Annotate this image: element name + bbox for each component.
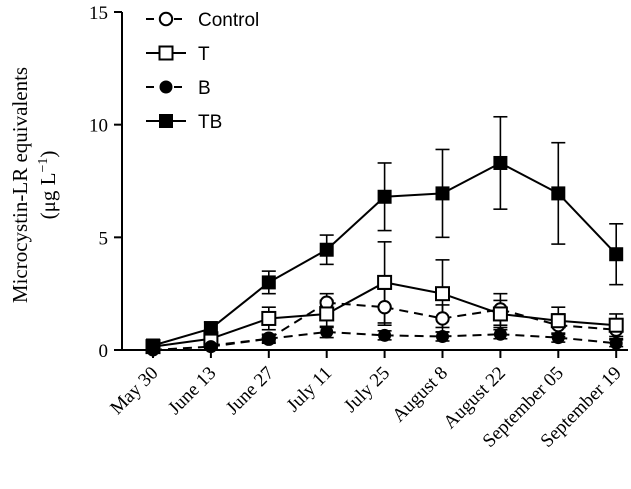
x-tick-label: May 30 — [106, 363, 162, 419]
series-line-t — [152, 337, 212, 348]
series-line-t — [326, 281, 386, 315]
data-point-b — [320, 325, 334, 339]
x-tick-label: June 27 — [222, 363, 278, 419]
series-line-tb — [152, 327, 212, 347]
legend: Control TB TB — [146, 10, 259, 133]
legend-marker-tb — [159, 114, 173, 128]
x-tick-label: July 25 — [340, 363, 394, 417]
data-point-b — [609, 336, 623, 350]
x-tick-label: June 13 — [164, 363, 220, 419]
legend-marker-t — [158, 45, 174, 61]
plot-area: 0 5 10 15 May 30 June 13 June 27 July 11 July 25… — [89, 3, 628, 452]
y-tick-label: 5 — [99, 228, 109, 249]
data-point-b — [204, 340, 218, 354]
series-line-tb — [326, 196, 386, 251]
data-point-b — [436, 329, 449, 343]
data-point-tb — [609, 247, 624, 262]
legend-marker-control — [158, 11, 174, 27]
data-point-tb — [493, 155, 508, 170]
legend-label-tb: TB — [198, 112, 222, 133]
data-point-b — [551, 331, 565, 345]
x-tick-label: July 11 — [283, 363, 337, 417]
series-line-t — [268, 312, 327, 320]
data-point-tb — [319, 242, 334, 257]
series-line-tb — [557, 192, 617, 255]
y-tick-label: 10 — [89, 116, 108, 137]
series-line-control — [268, 301, 328, 340]
series-line-control — [326, 301, 385, 309]
series-line-b — [384, 334, 443, 338]
data-point-control — [435, 311, 450, 326]
series-line-b — [500, 333, 559, 339]
data-point-b — [493, 327, 507, 341]
y-axis-label-line1: Microcystin-LR equivalents — [8, 67, 32, 303]
series-line-b — [558, 336, 617, 345]
data-point-b — [378, 328, 392, 342]
legend-label-t: T — [198, 44, 210, 65]
series-line-tb — [210, 281, 270, 330]
legend-label-control: Control — [198, 10, 259, 31]
data-point-t — [492, 306, 508, 322]
data-point-t — [435, 286, 450, 302]
y-axis-label-line2: (μg L−1) — [36, 151, 60, 220]
data-point-t — [550, 313, 566, 329]
series-line-t — [558, 319, 617, 327]
series-line-tb — [442, 162, 501, 195]
legend-label-b: B — [198, 78, 211, 99]
data-point-tb — [377, 189, 392, 204]
data-point-t — [608, 317, 624, 333]
data-point-tb — [551, 186, 566, 201]
data-point-tb — [146, 338, 160, 353]
legend-marker-b — [159, 80, 173, 94]
series-line-b — [442, 333, 501, 338]
data-point-control — [377, 299, 392, 315]
series-line-control — [384, 306, 443, 320]
data-point-t — [319, 306, 335, 322]
series-line-t — [210, 317, 270, 340]
data-point-tb — [435, 186, 450, 201]
y-tick-label: 15 — [89, 3, 108, 24]
data-point-b — [262, 332, 276, 346]
series-line-b — [268, 330, 327, 340]
series-line-tb — [499, 162, 559, 195]
y-tick-label: 0 — [99, 341, 109, 362]
series-line-tb — [268, 248, 328, 284]
series-line-b — [152, 345, 211, 351]
data-point-t — [261, 310, 277, 326]
series-line-b — [210, 337, 269, 348]
data-point-t — [377, 274, 393, 290]
series-line-t — [442, 292, 501, 315]
series-line-t — [500, 312, 559, 322]
data-point-tb — [261, 275, 276, 290]
series-line-control — [558, 324, 617, 331]
series-line-b — [326, 330, 385, 337]
data-point-tb — [203, 321, 218, 336]
series-line-tb — [384, 192, 443, 198]
series-line-t — [384, 281, 443, 295]
